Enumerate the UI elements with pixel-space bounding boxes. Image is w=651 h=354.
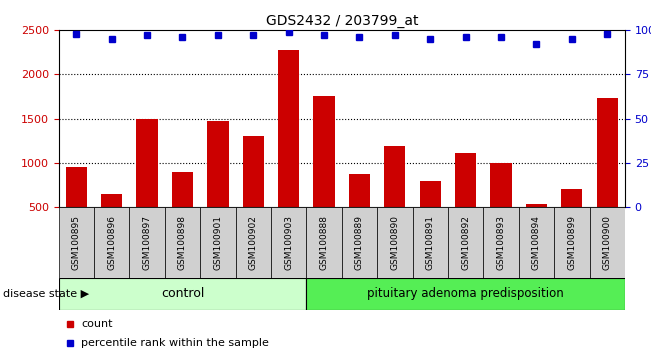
Text: GSM100894: GSM100894 <box>532 215 541 270</box>
Text: percentile rank within the sample: percentile rank within the sample <box>81 338 269 348</box>
Text: GSM100900: GSM100900 <box>603 215 612 270</box>
Bar <box>448 207 483 278</box>
Bar <box>349 175 370 251</box>
Text: GSM100899: GSM100899 <box>568 215 576 270</box>
Text: GSM100891: GSM100891 <box>426 215 435 270</box>
Text: disease state ▶: disease state ▶ <box>3 289 89 299</box>
Bar <box>165 207 200 278</box>
Text: GSM100898: GSM100898 <box>178 215 187 270</box>
Bar <box>307 207 342 278</box>
Text: GSM100902: GSM100902 <box>249 215 258 270</box>
Bar <box>207 121 229 251</box>
Bar <box>130 207 165 278</box>
Bar <box>561 189 583 251</box>
Bar <box>243 136 264 251</box>
Bar <box>420 181 441 251</box>
Text: GSM100888: GSM100888 <box>320 215 329 270</box>
Bar <box>278 50 299 251</box>
Bar <box>59 207 94 278</box>
Bar <box>307 278 625 310</box>
Bar <box>200 207 236 278</box>
Bar <box>66 167 87 251</box>
Bar <box>490 163 512 251</box>
Bar <box>101 194 122 251</box>
Title: GDS2432 / 203799_at: GDS2432 / 203799_at <box>266 14 418 28</box>
Text: GSM100893: GSM100893 <box>497 215 506 270</box>
Text: GSM100892: GSM100892 <box>461 215 470 270</box>
Bar <box>413 207 448 278</box>
Bar <box>94 207 130 278</box>
Bar <box>596 98 618 251</box>
Bar <box>483 207 519 278</box>
Bar <box>236 207 271 278</box>
Bar <box>526 205 547 251</box>
Bar <box>554 207 590 278</box>
Bar <box>137 119 158 251</box>
Text: GSM100889: GSM100889 <box>355 215 364 270</box>
Bar <box>172 172 193 251</box>
Text: control: control <box>161 287 204 300</box>
Text: GSM100903: GSM100903 <box>284 215 293 270</box>
Bar <box>313 96 335 251</box>
Text: count: count <box>81 319 113 329</box>
Bar <box>384 146 406 251</box>
Bar <box>342 207 377 278</box>
Text: GSM100896: GSM100896 <box>107 215 116 270</box>
Bar <box>590 207 625 278</box>
Bar <box>519 207 554 278</box>
Text: GSM100895: GSM100895 <box>72 215 81 270</box>
Text: GSM100897: GSM100897 <box>143 215 152 270</box>
Text: pituitary adenoma predisposition: pituitary adenoma predisposition <box>367 287 564 300</box>
Bar <box>377 207 413 278</box>
Bar <box>271 207 307 278</box>
Text: GSM100890: GSM100890 <box>391 215 399 270</box>
Text: GSM100901: GSM100901 <box>214 215 223 270</box>
Bar <box>59 278 307 310</box>
Bar <box>455 153 477 251</box>
